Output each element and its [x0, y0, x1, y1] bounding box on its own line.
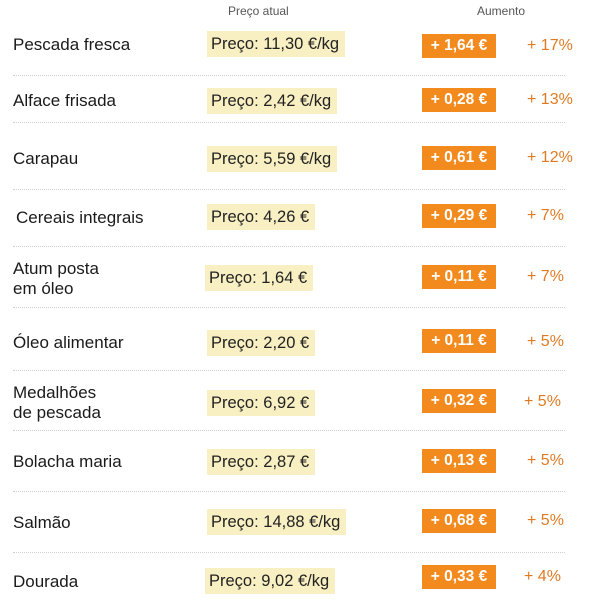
increase-percent: + 5%	[527, 512, 564, 529]
increase-percent: + 5%	[524, 393, 561, 410]
increase-percent: + 4%	[524, 568, 561, 585]
increase-percent: + 13%	[527, 91, 573, 108]
row-divider	[13, 246, 565, 247]
product-name: Dourada	[13, 572, 79, 591]
price-column-header: Preço atual	[228, 4, 289, 18]
row-divider	[13, 430, 565, 431]
increase-amount-badge: + 0,32 €	[422, 389, 496, 413]
current-price: Preço: 14,88 €/kg	[207, 509, 347, 535]
current-price: Preço: 1,64 €	[205, 265, 314, 291]
increase-amount-badge: + 0,13 €	[422, 449, 496, 473]
increase-amount-badge: + 0,11 €	[422, 265, 496, 289]
current-price: Preço: 9,02 €/kg	[205, 568, 336, 594]
product-name: Alface frisada	[13, 91, 116, 110]
increase-percent: + 5%	[527, 452, 564, 469]
product-name: Óleo alimentar	[13, 333, 124, 352]
increase-amount-badge: + 0,68 €	[422, 509, 496, 533]
product-name: Salmão	[13, 513, 71, 532]
product-name: Pescada fresca	[13, 35, 131, 54]
increase-percent: + 17%	[527, 37, 573, 54]
increase-amount-badge: + 0,29 €	[422, 204, 496, 228]
increase-percent: + 12%	[527, 149, 573, 166]
increase-amount-badge: + 0,33 €	[422, 565, 496, 589]
current-price: Preço: 2,42 €/kg	[207, 88, 338, 114]
current-price: Preço: 11,30 €/kg	[207, 31, 346, 57]
increase-amount-badge: + 1,64 €	[422, 34, 496, 58]
increase-amount-badge: + 0,11 €	[422, 329, 496, 353]
product-name: Bolacha maria	[13, 452, 122, 471]
current-price: Preço: 4,26 €	[207, 204, 316, 230]
increase-amount-badge: + 0,28 €	[422, 88, 496, 112]
increase-amount-badge: + 0,61 €	[422, 146, 496, 170]
current-price: Preço: 2,20 €	[207, 330, 316, 356]
row-divider	[13, 552, 565, 553]
increase-percent: + 7%	[527, 268, 564, 285]
row-divider	[13, 122, 565, 123]
row-divider	[13, 307, 565, 308]
row-divider	[13, 370, 565, 371]
row-divider	[13, 75, 565, 76]
increase-percent: + 7%	[527, 207, 564, 224]
current-price: Preço: 6,92 €	[207, 390, 316, 416]
product-name: Cereais integrais	[16, 208, 144, 227]
increase-column-header: Aumento	[477, 4, 526, 18]
product-name: Medalhões de pescada	[13, 383, 101, 422]
row-divider	[13, 491, 565, 492]
current-price: Preço: 5,59 €/kg	[207, 146, 338, 172]
product-name: Atum posta em óleo	[13, 259, 99, 298]
row-divider	[13, 189, 565, 190]
increase-percent: + 5%	[527, 333, 564, 350]
product-name: Carapau	[13, 149, 79, 168]
current-price: Preço: 2,87 €	[207, 449, 316, 475]
